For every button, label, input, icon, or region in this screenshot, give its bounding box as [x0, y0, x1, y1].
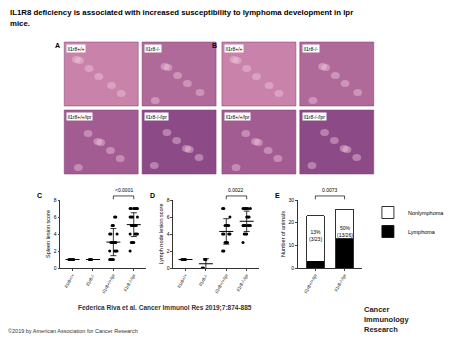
- svg-text:0: 0: [291, 265, 294, 271]
- svg-text:8: 8: [54, 197, 57, 203]
- svg-text:Il1r8-/-: Il1r8-/-: [85, 273, 96, 287]
- svg-text:6: 6: [167, 214, 170, 220]
- svg-text:30: 30: [288, 197, 294, 203]
- svg-text:Il1r8+/+/lpr: Il1r8+/+/lpr: [214, 273, 229, 295]
- svg-text:Lymphoma: Lymphoma: [408, 229, 436, 235]
- svg-text:0: 0: [54, 265, 57, 271]
- svg-text:10: 10: [288, 242, 294, 248]
- svg-text:Research: Research: [364, 325, 398, 334]
- svg-text:2: 2: [167, 248, 170, 254]
- svg-text:E: E: [275, 192, 280, 199]
- svg-text:0.0073: 0.0073: [322, 187, 338, 193]
- svg-text:<0.0001: <0.0001: [115, 187, 133, 193]
- svg-text:Il1r8-/-/lpr: Il1r8-/-/lpr: [304, 114, 326, 120]
- svg-text:Lymph node lesion score: Lymph node lesion score: [158, 204, 164, 265]
- svg-text:©2019 by American Association: ©2019 by American Association for Cancer…: [8, 328, 138, 334]
- svg-text:Spleen lesion score: Spleen lesion score: [45, 210, 51, 258]
- svg-text:Il1r8+/+: Il1r8+/+: [176, 273, 188, 289]
- svg-text:0.0022: 0.0022: [228, 187, 244, 193]
- svg-text:Il1r8-/-/lpr: Il1r8-/-/lpr: [123, 273, 137, 293]
- svg-text:6: 6: [54, 214, 57, 220]
- svg-text:4: 4: [54, 231, 57, 237]
- svg-text:Federica Riva et al. Cancer Im: Federica Riva et al. Cancer Immunol Res …: [78, 304, 252, 312]
- svg-text:0: 0: [167, 265, 170, 271]
- svg-text:8: 8: [167, 197, 170, 203]
- svg-text:Il1r8+/+: Il1r8+/+: [226, 46, 243, 52]
- svg-text:Cancer: Cancer: [364, 305, 390, 314]
- svg-text:Il1r8+/+: Il1r8+/+: [68, 46, 85, 52]
- svg-text:Il1r8+/+/lpr: Il1r8+/+/lpr: [303, 273, 318, 295]
- svg-text:Il1r8-/-: Il1r8-/-: [146, 46, 161, 52]
- svg-text:Il1r8-/-/lpr: Il1r8-/-/lpr: [146, 114, 168, 120]
- svg-text:Il1r8-/-/lpr: Il1r8-/-/lpr: [236, 273, 250, 293]
- svg-text:13%(3/23): 13%(3/23): [309, 229, 322, 242]
- svg-text:Il1r8-/-: Il1r8-/-: [304, 46, 319, 52]
- svg-text:Il1r8+/+/lpr: Il1r8+/+/lpr: [68, 114, 92, 120]
- svg-text:D: D: [150, 192, 155, 199]
- svg-text:Number of animals: Number of animals: [280, 211, 286, 257]
- svg-text:A: A: [55, 42, 60, 49]
- svg-text:Il1r8+/+/lpr: Il1r8+/+/lpr: [101, 273, 116, 295]
- svg-text:Il1r8+/+: Il1r8+/+: [63, 273, 75, 289]
- svg-text:Il1r8-/-/lpr: Il1r8-/-/lpr: [333, 273, 347, 293]
- svg-text:IL1R8 deficiency is associated: IL1R8 deficiency is associated with incr…: [10, 8, 353, 17]
- svg-text:2: 2: [54, 248, 57, 254]
- svg-text:Nonlymphoma: Nonlymphoma: [408, 210, 444, 216]
- svg-text:Il1r8+/+/lpr: Il1r8+/+/lpr: [226, 114, 250, 120]
- svg-text:50%(13/26): 50%(13/26): [337, 225, 353, 238]
- svg-text:C: C: [37, 192, 42, 199]
- svg-text:Il1r8-/-: Il1r8-/-: [198, 273, 209, 287]
- svg-text:20: 20: [288, 219, 294, 225]
- svg-text:4: 4: [167, 231, 170, 237]
- svg-text:B: B: [212, 42, 217, 49]
- svg-text:Immunology: Immunology: [364, 315, 409, 324]
- svg-text:mice.: mice.: [10, 19, 30, 28]
